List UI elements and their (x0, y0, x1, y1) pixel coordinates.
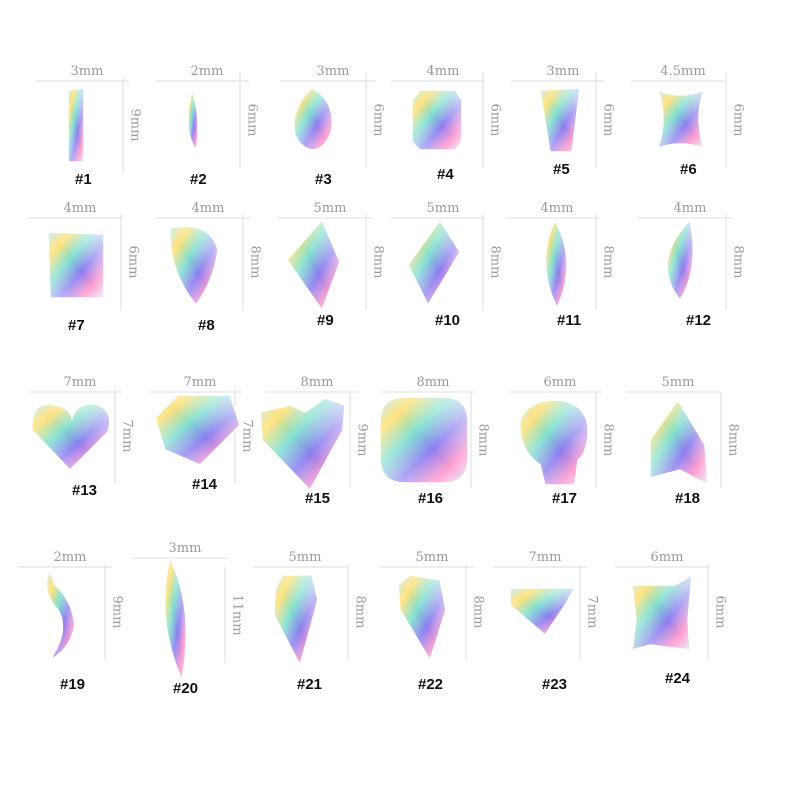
rhinestone-shine (412, 90, 462, 150)
rhinestone-shine (187, 90, 199, 150)
rhinestone-shine (667, 220, 694, 300)
height-label: 6mm (601, 104, 616, 137)
height-label: 6mm (731, 104, 746, 137)
item-number: #12 (686, 312, 711, 329)
height-label: 6mm (713, 596, 728, 629)
item-number: #9 (317, 312, 334, 329)
height-label: 8mm (476, 424, 491, 457)
height-label: 7mm (120, 420, 135, 453)
item-number: #1 (75, 171, 92, 188)
item-number: #8 (198, 317, 215, 334)
rhinestone-shine (632, 575, 692, 650)
item-number: #4 (437, 166, 454, 183)
item-number: #19 (60, 676, 85, 693)
width-label: 4mm (64, 201, 97, 216)
height-label: 11mm (230, 594, 245, 635)
item-number: #11 (557, 312, 581, 329)
height-label: 8mm (353, 596, 368, 629)
height-label: 8mm (488, 246, 503, 279)
width-label: 2mm (191, 64, 224, 79)
width-label: 8mm (301, 375, 334, 390)
width-label: 4mm (192, 201, 225, 216)
rhinestone-shine (658, 90, 704, 148)
width-label: 3mm (169, 541, 202, 556)
rhinestone-shine (68, 88, 84, 162)
height-label: 8mm (471, 596, 486, 629)
width-label: 5mm (416, 550, 449, 565)
height-label: 8mm (731, 246, 746, 279)
width-label: 7mm (64, 375, 97, 390)
height-label: 9mm (355, 424, 370, 457)
height-label: 8mm (601, 246, 616, 279)
width-label: 6mm (544, 375, 577, 390)
rhinestone-shine (48, 232, 104, 298)
height-label: 7mm (240, 420, 255, 453)
rhinestone-shine (169, 226, 218, 305)
height-label: 6mm (245, 104, 260, 137)
rhinestone-shine (155, 395, 240, 465)
height-label: 8mm (726, 424, 741, 457)
width-label: 3mm (317, 64, 350, 79)
item-number: #3 (315, 171, 332, 188)
height-label: 9mm (110, 596, 125, 629)
item-number: #15 (305, 490, 330, 507)
rhinestone-shine (510, 588, 575, 635)
height-label: 6mm (371, 104, 386, 137)
item-number: #21 (297, 676, 322, 693)
rhinestone-shine (293, 88, 333, 150)
item-number: #20 (173, 680, 198, 697)
rhinestone-shine (164, 558, 187, 680)
height-label: 9mm (128, 109, 143, 142)
width-label: 4.5mm (660, 64, 705, 79)
rhinestone-shine (519, 399, 589, 485)
rhinestone-shine (398, 575, 446, 660)
rhinestone-shine (31, 403, 110, 470)
item-number: #10 (435, 312, 460, 329)
width-label: 5mm (662, 375, 695, 390)
item-number: #17 (552, 490, 577, 507)
rhinestone-shine (540, 88, 580, 152)
width-label: 5mm (314, 201, 347, 216)
width-label: 2mm (54, 550, 87, 565)
rhinestone-shine (380, 397, 468, 483)
rhinestone-shine (408, 220, 460, 305)
item-number: #18 (675, 490, 700, 507)
rhinestone-shine (545, 220, 568, 308)
height-label: 6mm (126, 246, 141, 279)
width-label: 8mm (417, 375, 450, 390)
width-label: 4mm (674, 201, 707, 216)
width-label: 4mm (427, 64, 460, 79)
width-label: 5mm (289, 550, 322, 565)
item-number: #22 (418, 676, 443, 693)
width-label: 3mm (547, 64, 580, 79)
width-label: 6mm (651, 550, 684, 565)
width-label: 5mm (427, 201, 460, 216)
item-number: #5 (553, 161, 570, 178)
rhinestone-shine (650, 400, 708, 485)
item-number: #23 (542, 676, 567, 693)
item-number: #24 (665, 670, 691, 687)
rhinestone-shine (46, 570, 75, 660)
width-label: 7mm (529, 550, 562, 565)
item-number: #13 (72, 482, 97, 499)
rhinestone-shine (274, 575, 318, 665)
item-number: #16 (418, 490, 443, 507)
height-label: 8mm (248, 246, 263, 279)
item-number: #2 (190, 171, 207, 188)
height-label: 8mm (371, 246, 386, 279)
item-number: #6 (680, 161, 697, 178)
rhinestone-shine (260, 398, 345, 490)
item-number: #7 (68, 317, 85, 334)
width-label: 4mm (541, 201, 574, 216)
width-label: 3mm (71, 64, 104, 79)
rhinestone-shine (287, 220, 340, 310)
item-number: #14 (192, 476, 218, 493)
width-label: 7mm (184, 375, 217, 390)
height-label: 7mm (585, 596, 600, 629)
height-label: 6mm (488, 104, 503, 137)
height-label: 8mm (601, 424, 616, 457)
